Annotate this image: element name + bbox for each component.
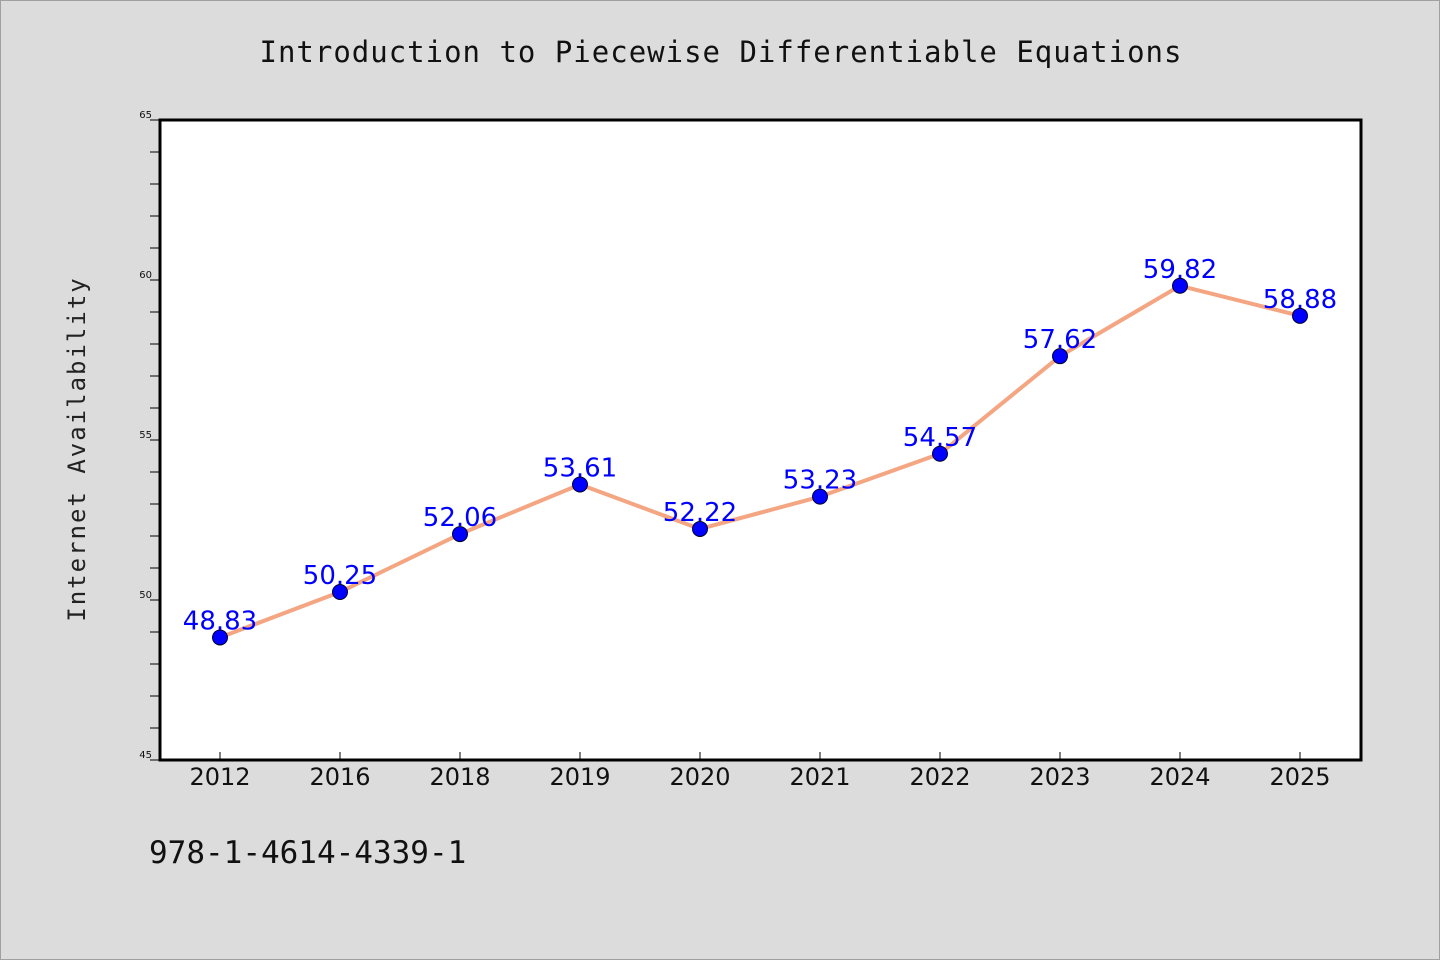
- isbn-text: 978-1-4614-4339-1: [149, 835, 467, 871]
- x-tick-label: 2019: [549, 763, 610, 791]
- data-label: 57.62: [1023, 325, 1097, 355]
- data-labels: 48.83 50.25 52.06 53.61 52.22 53.23 54.57 57.62…: [183, 255, 1337, 637]
- y-tick-label: 60: [139, 270, 152, 281]
- data-label: 59.82: [1143, 255, 1217, 285]
- y-tick-label: 55: [139, 430, 152, 441]
- data-point: [812, 488, 828, 505]
- x-tick-label: 2012: [189, 763, 250, 791]
- plot-area: [158, 118, 1363, 762]
- data-point: [1172, 277, 1188, 294]
- data-label: 52.06: [423, 503, 497, 533]
- x-tick-label: 2024: [1149, 763, 1210, 791]
- data-point: [212, 629, 228, 646]
- y-tick-label: 50: [139, 590, 152, 601]
- data-point: [1052, 348, 1068, 365]
- x-tick-label: 2022: [909, 763, 970, 791]
- y-tick-label: 45: [139, 750, 152, 761]
- x-tick-label: 2016: [309, 763, 370, 791]
- data-point: [572, 476, 588, 493]
- x-tick-label: 2025: [1269, 763, 1330, 791]
- x-tick-label: 2021: [789, 763, 850, 791]
- data-label: 53.61: [543, 453, 617, 483]
- x-tick-label: 2020: [669, 763, 730, 791]
- data-label: 54.57: [903, 423, 977, 453]
- data-point: [1292, 307, 1308, 324]
- data-point: [692, 520, 708, 537]
- data-label: 50.25: [303, 561, 377, 591]
- data-markers: [212, 277, 1308, 646]
- data-label: 53.23: [783, 466, 857, 496]
- x-axis: 2012 2016 2018 2019 2020 2021 2022 2023 2024 2025: [189, 752, 1331, 791]
- x-tick-label: 2023: [1029, 763, 1090, 791]
- y-axis: 45 50 55 60 65: [139, 110, 160, 761]
- data-point: [452, 526, 468, 543]
- data-label: 48.83: [183, 606, 257, 636]
- series-line: [219, 283, 1301, 640]
- data-label: 52.22: [663, 498, 737, 528]
- data-point: [932, 445, 948, 462]
- x-tick-label: 2018: [429, 763, 490, 791]
- data-label: 58.88: [1263, 285, 1337, 315]
- data-point: [332, 584, 348, 600]
- y-tick-label: 65: [139, 110, 152, 121]
- chart-title: Introduction to Piecewise Differentiable…: [259, 35, 1183, 69]
